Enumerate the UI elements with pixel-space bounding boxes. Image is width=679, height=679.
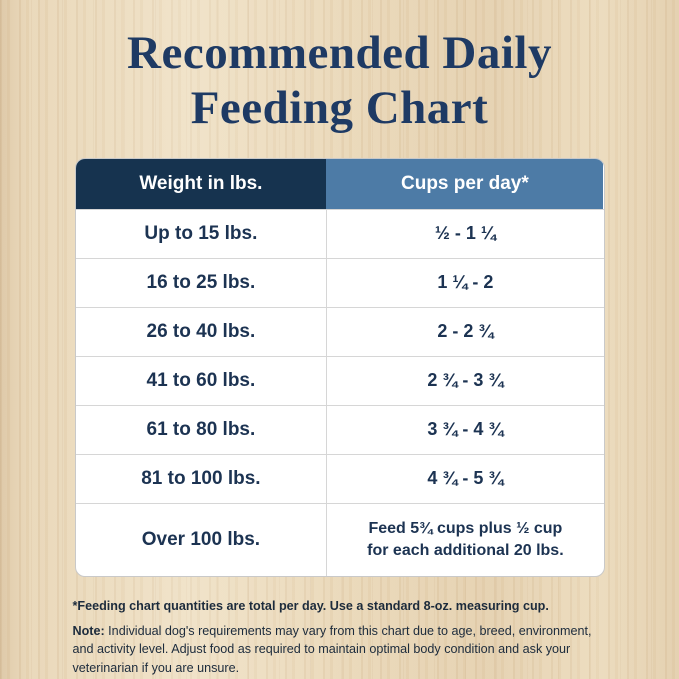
- cups-cell: 4 ¾ - 5 ¾: [326, 454, 603, 503]
- table-header-row: Weight in lbs. Cups per day*: [75, 158, 604, 209]
- cups-cell: ½ - 1 ¼: [326, 209, 603, 258]
- weight-cell: 26 to 40 lbs.: [146, 320, 256, 342]
- column-header-weight: Weight in lbs.: [75, 158, 327, 209]
- weight-cell: 81 to 100 lbs.: [141, 467, 261, 489]
- table-row: 81 to 100 lbs. 4 ¾ - 5 ¾: [75, 453, 604, 503]
- footnote-measuring-cup: *Feeding chart quantities are total per …: [72, 598, 549, 613]
- weight-cell: Up to 15 lbs.: [144, 222, 258, 244]
- footnotes: *Feeding chart quantities are total per …: [73, 597, 607, 677]
- page-title: Recommended Daily Feeding Chart: [0, 0, 679, 136]
- table-row: 41 to 60 lbs. 2 ¾ - 3 ¾: [75, 355, 604, 405]
- table-row: 26 to 40 lbs. 2 - 2 ¾: [75, 306, 604, 356]
- weight-cell: 16 to 25 lbs.: [146, 271, 256, 293]
- cups-cell: 1 ¼ - 2: [326, 258, 603, 307]
- table-row: Over 100 lbs. Feed 5¾ cups plus ½ cup fo…: [75, 502, 604, 576]
- page-title-line2: Feeding Chart: [190, 81, 489, 134]
- weight-cell: Over 100 lbs.: [141, 528, 261, 550]
- note-label: Note:: [72, 624, 105, 639]
- cups-cell: 2 - 2 ¾: [326, 307, 603, 356]
- cups-cell: 3 ¾ - 4 ¾: [326, 405, 603, 454]
- column-header-cups: Cups per day*: [326, 158, 604, 209]
- feeding-table: Weight in lbs. Cups per day* Up to 15 lb…: [74, 157, 605, 577]
- table-row: 16 to 25 lbs. 1 ¼ - 2: [75, 257, 604, 307]
- weight-cell: 61 to 80 lbs.: [146, 418, 256, 440]
- cups-cell: 2 ¾ - 3 ¾: [326, 356, 603, 405]
- weight-cell: 41 to 60 lbs.: [146, 369, 256, 391]
- note-text: Individual dog's requirements may vary f…: [72, 624, 592, 675]
- cups-cell: Feed 5¾ cups plus ½ cup for each additio…: [326, 503, 603, 576]
- table-row: 61 to 80 lbs. 3 ¾ - 4 ¾: [75, 404, 604, 454]
- page-title-line1: Recommended Daily: [127, 27, 552, 79]
- footnote-note: Note: Individual dog's requirements may …: [73, 622, 607, 677]
- table-row: Up to 15 lbs. ½ - 1 ¼: [75, 208, 604, 258]
